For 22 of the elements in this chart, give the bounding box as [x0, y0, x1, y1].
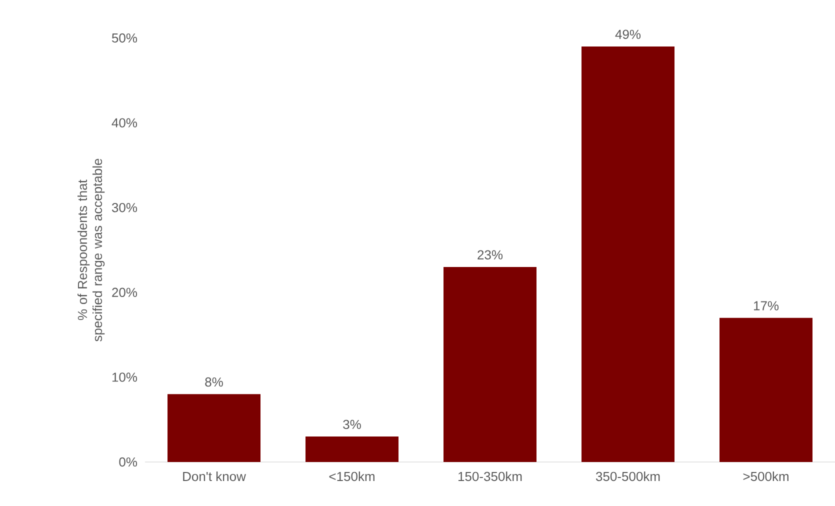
y-tick-label: 0% [119, 457, 138, 467]
y-tick-label: 30% [112, 203, 138, 212]
bar [720, 318, 813, 462]
bar [306, 436, 399, 462]
data-label: 3% [343, 420, 361, 430]
y-tick-label: 50% [112, 33, 138, 43]
data-label: 23% [478, 250, 503, 260]
x-tick-label: 350-500km [596, 472, 660, 482]
bar [444, 266, 537, 462]
x-tick-label: <150km [329, 472, 374, 482]
x-tick-label: >500km [743, 472, 788, 482]
x-tick-label: 150-350km [458, 472, 522, 482]
y-tick-label: 10% [112, 372, 138, 382]
data-label: 17% [754, 301, 779, 310]
y-tick-label: 40% [112, 118, 138, 128]
y-tick-label: 20% [112, 288, 138, 297]
data-label: 49% [615, 30, 641, 39]
bar [168, 394, 260, 462]
y-axis-title: % of Respoondents that specified range was acceptable [78, 158, 105, 342]
bar [582, 46, 675, 462]
data-label: 8% [205, 377, 223, 387]
x-tick-label: Don't know [183, 472, 246, 482]
